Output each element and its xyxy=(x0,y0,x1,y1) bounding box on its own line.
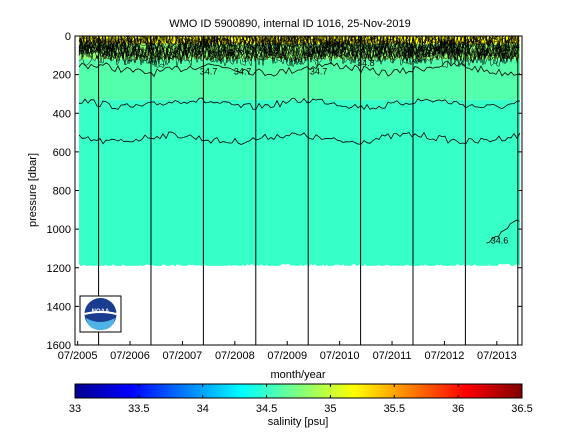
contour-line xyxy=(78,131,521,145)
x-tick-label: 07/2009 xyxy=(267,350,307,362)
contour-line xyxy=(78,36,520,65)
y-tick-label: 1200 xyxy=(47,263,71,275)
contour-line xyxy=(78,97,521,110)
salinity-field xyxy=(79,36,520,344)
contour-label: 34.7 xyxy=(234,67,252,77)
contour-labels: 34.7 34.7 34.7 34.8 34.6 xyxy=(200,58,508,246)
x-tick-label: 07/2013 xyxy=(477,350,517,362)
y-axis: 0 200 400 600 800 1000 1200 1400 1600 xyxy=(47,31,522,352)
x-tick-label: 07/2005 xyxy=(58,350,98,362)
colorbar-tick-label: 35.5 xyxy=(384,403,405,415)
contour-line xyxy=(78,36,520,62)
x-tick-label: 07/2012 xyxy=(425,350,465,362)
colorbar-tick-label: 34.5 xyxy=(256,403,277,415)
salinity-layer xyxy=(79,59,520,100)
profile-lines xyxy=(98,36,519,345)
salinity-layer xyxy=(79,99,520,266)
contour-line xyxy=(78,40,520,67)
x-tick-label: 07/2007 xyxy=(163,350,203,362)
x-axis: 07/2005 07/2006 07/2007 07/2008 07/2009 07/20… xyxy=(58,341,517,362)
y-tick-label: 1600 xyxy=(47,340,71,352)
noaa-logo: NOAA xyxy=(79,295,122,333)
colorbar-tick-label: 35 xyxy=(324,403,336,415)
colorbar-tick-label: 33.5 xyxy=(128,403,149,415)
y-tick-label: 0 xyxy=(65,31,71,43)
colorbar-label: salinity [psu] xyxy=(268,416,329,428)
contour-line xyxy=(78,41,520,69)
plot-area: 34.7 34.7 34.7 34.8 34.6 xyxy=(78,36,521,345)
y-tick-label: 1000 xyxy=(47,224,71,236)
colorbar-tick-label: 36.5 xyxy=(511,403,532,415)
y-tick-label: 1400 xyxy=(47,301,71,313)
contour-line xyxy=(486,219,520,244)
contour-line xyxy=(78,39,520,66)
contour-label: 34.7 xyxy=(200,67,218,77)
y-tick-label: 400 xyxy=(53,108,71,120)
noaa-logo-text: NOAA xyxy=(92,309,110,315)
colorbar-tick-label: 36 xyxy=(452,403,464,415)
colorbar-frame xyxy=(74,383,523,399)
y-axis-label: pressure [dbar] xyxy=(27,153,39,227)
contour-line xyxy=(79,36,520,60)
colorbar-tick-label: 34 xyxy=(197,403,209,415)
contour-label: 34.7 xyxy=(310,67,328,77)
x-axis-label: month/year xyxy=(270,369,325,381)
x-tick-label: 07/2010 xyxy=(320,350,360,362)
x-tick-label: 07/2011 xyxy=(373,350,412,362)
chart-title: WMO ID 5900890, internal ID 1016, 25-Nov… xyxy=(169,18,411,30)
y-tick-label: 200 xyxy=(53,70,71,82)
no-data-region xyxy=(79,263,520,344)
contour-lines xyxy=(78,36,521,244)
y-tick-label: 800 xyxy=(53,186,71,198)
colorbar-tick-label: 33 xyxy=(69,403,81,415)
colorbar xyxy=(75,384,522,398)
x-tick-label: 07/2008 xyxy=(215,350,255,362)
contour-label: 34.6 xyxy=(491,236,509,246)
contour-label: 34.8 xyxy=(357,58,375,68)
x-tick-label: 07/2006 xyxy=(110,350,150,362)
contour-line xyxy=(78,61,521,78)
y-tick-label: 600 xyxy=(53,147,71,159)
